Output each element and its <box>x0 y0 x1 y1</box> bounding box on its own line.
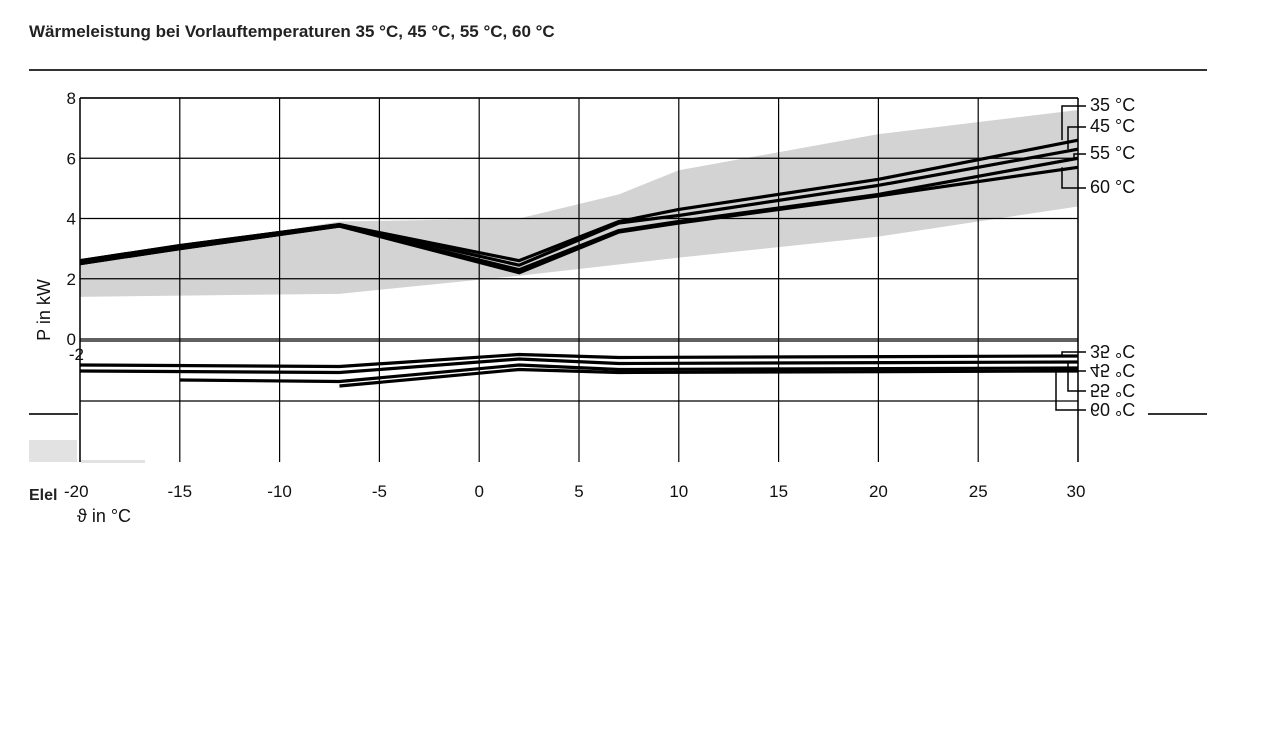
legend-leader <box>1061 105 1086 141</box>
x-tick-label: -5 <box>372 482 387 501</box>
x-tick-label: 10 <box>669 482 688 501</box>
x-tick-label: -15 <box>168 482 193 501</box>
legend-label-lower: 55 °C <box>1090 380 1135 400</box>
series-lines <box>79 105 1086 411</box>
lower-section-label: Elel <box>29 487 58 504</box>
section-shade <box>29 440 77 462</box>
title-rule <box>29 69 1207 71</box>
lower-y-tick-label: -2 <box>69 345 84 364</box>
y-tick-label: 4 <box>67 210 76 229</box>
axis-labels: 0 2 4 6 8 -2 P in kW -20 -15 -10 -5 0 5 10 15 20 25 30 ϑ i… <box>34 89 1135 526</box>
legend-label: 55 °C <box>1090 143 1135 163</box>
x-tick-label: 20 <box>869 482 888 501</box>
series-line-lower <box>79 357 1079 375</box>
operating-range-band <box>80 110 1078 297</box>
x-tick-label: 30 <box>1067 482 1086 501</box>
series-line <box>79 147 1079 267</box>
section-rule-right <box>1148 413 1207 415</box>
legend-label-lower: 45 °C <box>1090 360 1135 380</box>
legend-leader <box>1073 153 1086 159</box>
series-line-lower <box>339 367 1079 388</box>
tick-mask <box>55 344 68 364</box>
legend-label-lower: 60 °C <box>1090 399 1135 419</box>
x-axis-label: ϑ in °C <box>77 506 131 526</box>
section-rule-left <box>29 413 78 415</box>
legend-label: 35 °C <box>1090 95 1135 115</box>
legend-leader-lower <box>1067 368 1086 392</box>
legend-label-lower: 35 °C <box>1090 341 1135 361</box>
y-axis-label: P in kW <box>34 279 54 341</box>
y-tick-label: 2 <box>67 270 76 289</box>
legend-leader-lower <box>1061 351 1086 356</box>
section-shade-line <box>81 460 145 463</box>
legend-leader <box>1061 167 1086 189</box>
x-tick-label: -20 <box>64 482 89 501</box>
y-tick-label: 8 <box>67 89 76 108</box>
x-tick-label: 25 <box>969 482 988 501</box>
x-tick-label: 5 <box>574 482 583 501</box>
range-band <box>80 110 1078 297</box>
chart-title: Wärmeleistung bei Vorlauftemperaturen 35… <box>29 22 555 41</box>
x-tick-label: 15 <box>769 482 788 501</box>
series-line-lower <box>79 352 1079 369</box>
series-line <box>79 165 1079 275</box>
x-tick-label: -10 <box>267 482 292 501</box>
x-tick-label: 0 <box>474 482 483 501</box>
y-tick-label: 6 <box>67 149 76 168</box>
legend-leader-lower <box>1055 371 1086 411</box>
grid-lines <box>79 97 1079 462</box>
legend-label: 45 °C <box>1090 116 1135 136</box>
legend-label: 60 °C <box>1090 177 1135 197</box>
legend-leader <box>1067 126 1086 150</box>
y-tick-label: 0 <box>67 330 76 349</box>
series-line-lower <box>179 363 1079 384</box>
